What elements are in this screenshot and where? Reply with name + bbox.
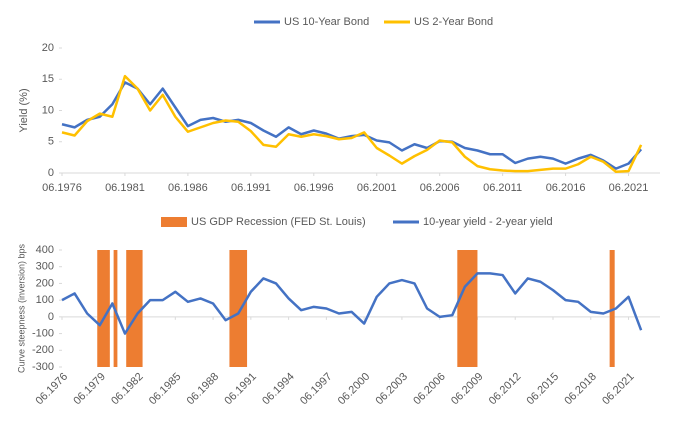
x-tick-label: 06.2011 [483, 182, 522, 194]
recession-span [229, 250, 248, 367]
x-tick-label: 06.2003 [373, 371, 410, 408]
x-tick-label: 06.1976 [42, 182, 82, 194]
legend-label: 10-year yield - 2-year yield [423, 216, 553, 228]
y-tick-label: -100 [32, 327, 54, 339]
x-tick-label: 06.1991 [231, 182, 271, 194]
legend-label: US 2-Year Bond [414, 16, 493, 28]
x-tick-label: 06.2015 [525, 371, 562, 408]
x-tick-label: 06.1986 [168, 182, 208, 194]
y-axis-label: Yield (%) [18, 88, 30, 132]
x-tick-label: 06.1996 [294, 182, 334, 194]
x-tick-label: 06.2009 [449, 371, 486, 408]
x-tick-label: 06.1979 [71, 371, 108, 408]
y-tick-label: 0 [48, 311, 54, 323]
x-tick-label: 06.2021 [600, 371, 637, 408]
y-tick-label: 300 [36, 261, 54, 273]
y-tick-label: -300 [32, 361, 54, 373]
y-axis-label: Curve steepness (inversion) bps [16, 243, 26, 373]
y-tick-label: 5 [48, 136, 54, 148]
recession-span [126, 250, 143, 367]
series-line [61, 272, 643, 335]
legend-swatch [161, 217, 187, 227]
y-tick-label: 400 [36, 244, 54, 256]
recession-span [609, 250, 615, 367]
y-tick-label: 15 [42, 73, 54, 85]
x-tick-label: 06.2001 [357, 182, 397, 194]
y-tick-label: -200 [32, 344, 54, 356]
y-tick-label: 100 [36, 294, 54, 306]
x-tick-label: 06.2012 [487, 371, 524, 408]
series-line [61, 74, 643, 173]
y-tick-label: 0 [48, 167, 54, 179]
x-tick-label: 06.2021 [609, 182, 649, 194]
x-tick-label: 06.1985 [147, 371, 184, 408]
x-tick-label: 06.1994 [260, 371, 297, 408]
x-tick-label: 06.1981 [105, 182, 145, 194]
x-tick-label: 06.1982 [109, 371, 146, 408]
y-tick-label: 20 [42, 42, 54, 54]
x-tick-label: 06.1997 [298, 371, 335, 408]
legend-label: US GDP Recession (FED St. Louis) [191, 216, 366, 228]
legend-label: US 10-Year Bond [284, 16, 369, 28]
x-tick-label: 06.2006 [420, 182, 460, 194]
x-tick-label: 06.2006 [411, 371, 448, 408]
series-line [61, 81, 643, 170]
x-tick-label: 06.1991 [222, 371, 259, 408]
x-tick-label: 06.2016 [546, 182, 586, 194]
x-tick-label: 06.1988 [185, 371, 222, 408]
recession-span [97, 250, 110, 367]
x-tick-label: 06.2018 [562, 371, 599, 408]
x-tick-label: 06.1976 [34, 371, 71, 408]
y-tick-label: 10 [42, 104, 54, 116]
recession-span [457, 250, 478, 367]
x-tick-label: 06.2000 [336, 371, 373, 408]
y-tick-label: 200 [36, 277, 54, 289]
